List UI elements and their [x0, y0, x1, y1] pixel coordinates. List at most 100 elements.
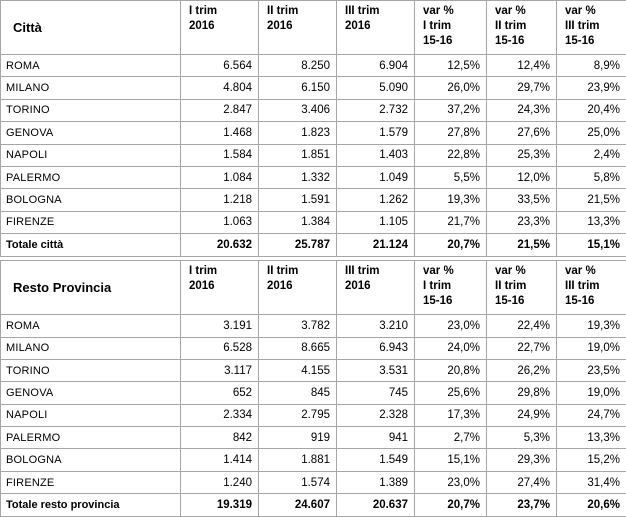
value-cell: 745	[337, 382, 415, 404]
column-header-line: 15-16	[423, 34, 482, 49]
value-cell: 23,0%	[415, 471, 487, 493]
total-value: 20,7%	[415, 234, 487, 257]
value-cell: 1.384	[259, 211, 337, 233]
value-cell: 2.732	[337, 99, 415, 121]
value-cell: 8.665	[259, 337, 337, 359]
column-header-line: 15-16	[565, 294, 622, 309]
value-cell: 941	[337, 427, 415, 449]
column-header-line: I trim	[423, 19, 482, 34]
value-cell: 22,4%	[487, 315, 557, 337]
column-header-line: 2016	[189, 19, 254, 34]
column-header-line: II trim	[495, 279, 552, 294]
column-header-line: 15-16	[565, 34, 622, 49]
column-header-line: I trim	[189, 4, 254, 19]
value-cell: 1.414	[181, 449, 259, 471]
column-header-line: var %	[495, 264, 552, 279]
column-header-line: II trim	[267, 264, 332, 279]
city-cell: ROMA	[1, 55, 181, 77]
value-cell: 1.851	[259, 144, 337, 166]
city-cell: NAPOLI	[1, 144, 181, 166]
value-cell: 13,3%	[557, 427, 626, 449]
value-cell: 2,7%	[415, 427, 487, 449]
value-cell: 5,8%	[557, 166, 626, 188]
value-cell: 6.528	[181, 337, 259, 359]
city-cell: MILANO	[1, 77, 181, 99]
total-value: 19.319	[181, 494, 259, 517]
value-cell: 21,5%	[557, 189, 626, 211]
column-header-line: II trim	[267, 4, 332, 19]
column-header-line: var %	[423, 264, 482, 279]
column-header-line: 2016	[267, 279, 332, 294]
total-value: 21.124	[337, 234, 415, 257]
total-value: 25.787	[259, 234, 337, 257]
total-label: Totale città	[1, 234, 181, 257]
value-cell: 20,4%	[557, 99, 626, 121]
value-cell: 1.049	[337, 166, 415, 188]
value-cell: 3.210	[337, 315, 415, 337]
value-cell: 19,0%	[557, 337, 626, 359]
value-cell: 1.549	[337, 449, 415, 471]
value-cell: 1.881	[259, 449, 337, 471]
total-value: 20.632	[181, 234, 259, 257]
value-cell: 29,8%	[487, 382, 557, 404]
city-cell: NAPOLI	[1, 404, 181, 426]
value-cell: 26,0%	[415, 77, 487, 99]
value-cell: 25,0%	[557, 122, 626, 144]
value-cell: 21,7%	[415, 211, 487, 233]
column-header-line: 2016	[345, 19, 410, 34]
value-cell: 22,8%	[415, 144, 487, 166]
city-cell: GENOVA	[1, 382, 181, 404]
value-cell: 1.218	[181, 189, 259, 211]
value-cell: 1.063	[181, 211, 259, 233]
value-cell: 4.155	[259, 359, 337, 381]
value-cell: 4.804	[181, 77, 259, 99]
column-header-line: var %	[423, 4, 482, 19]
value-cell: 24,7%	[557, 404, 626, 426]
column-header-line: 15-16	[495, 34, 552, 49]
section-label: Resto Provincia	[1, 261, 181, 315]
value-cell: 1.332	[259, 166, 337, 188]
value-cell: 6.564	[181, 55, 259, 77]
value-cell: 13,3%	[557, 211, 626, 233]
column-header-line: 2016	[267, 19, 332, 34]
total-value: 20,7%	[415, 494, 487, 517]
value-cell: 23,9%	[557, 77, 626, 99]
value-cell: 1.579	[337, 122, 415, 144]
value-cell: 6.904	[337, 55, 415, 77]
value-cell: 5,3%	[487, 427, 557, 449]
value-cell: 20,8%	[415, 359, 487, 381]
value-cell: 2,4%	[557, 144, 626, 166]
value-cell: 1.823	[259, 122, 337, 144]
value-cell: 1.084	[181, 166, 259, 188]
value-cell: 842	[181, 427, 259, 449]
value-cell: 24,9%	[487, 404, 557, 426]
value-cell: 652	[181, 382, 259, 404]
value-cell: 1.262	[337, 189, 415, 211]
column-header-line: 15-16	[423, 294, 482, 309]
value-cell: 8.250	[259, 55, 337, 77]
value-cell: 19,0%	[557, 382, 626, 404]
column-header-line: var %	[495, 4, 552, 19]
column-header-line: III trim	[565, 279, 622, 294]
value-cell: 23,0%	[415, 315, 487, 337]
column-header-line: var %	[565, 264, 622, 279]
section-label: Città	[1, 1, 181, 55]
city-cell: GENOVA	[1, 122, 181, 144]
city-cell: TORINO	[1, 359, 181, 381]
value-cell: 1.591	[259, 189, 337, 211]
